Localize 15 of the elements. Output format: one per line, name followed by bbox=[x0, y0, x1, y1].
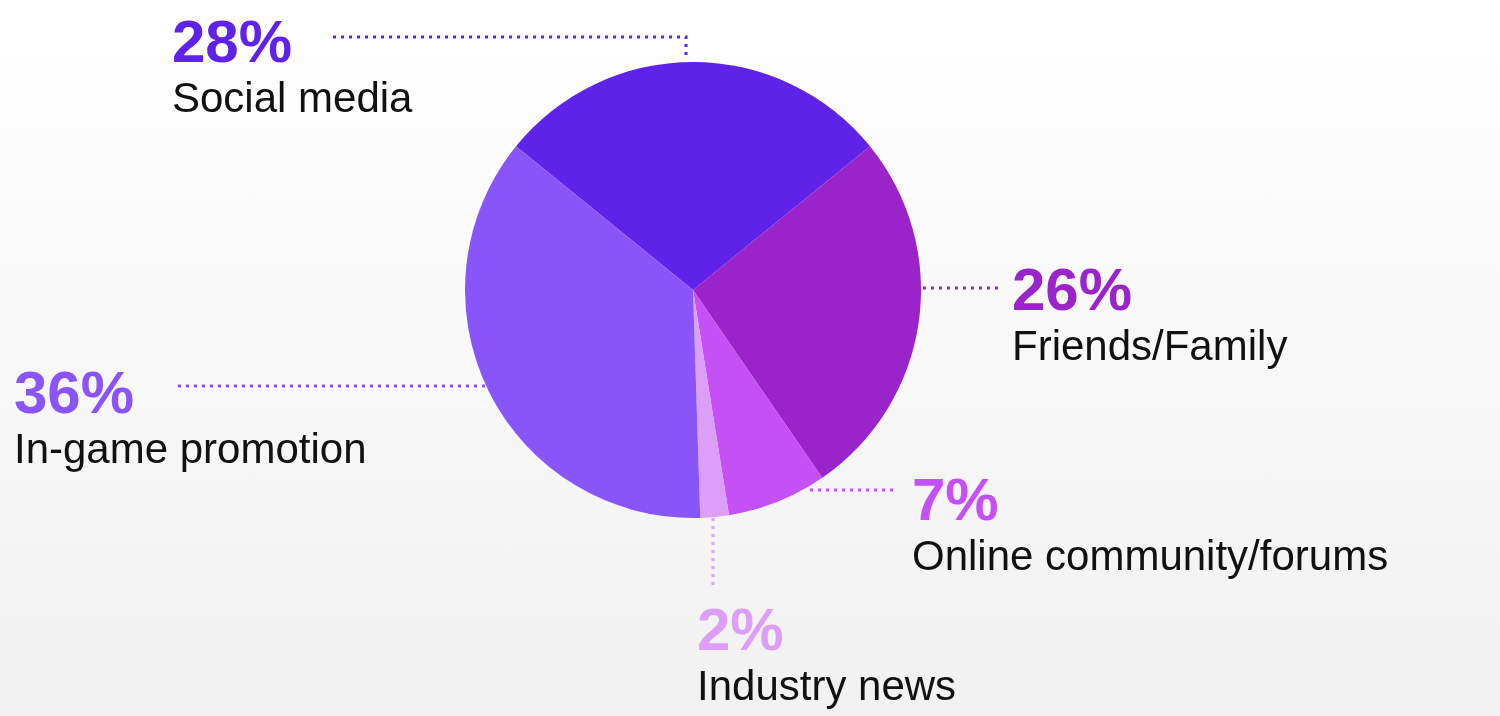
pie-slice bbox=[516, 62, 870, 290]
data-label: 36% bbox=[14, 359, 135, 426]
pie-slice bbox=[693, 290, 823, 516]
data-label: 28% bbox=[172, 8, 293, 75]
data-label: 7% bbox=[912, 466, 999, 533]
slice-label: Industry news bbox=[697, 662, 957, 709]
pie-slice bbox=[465, 146, 701, 518]
data-label: 2% bbox=[697, 596, 784, 663]
slice-label: Friends/Family bbox=[1012, 322, 1288, 369]
slice-label: Social media bbox=[172, 74, 414, 121]
pie-slice bbox=[693, 146, 921, 478]
slice-label: Online community/forums bbox=[912, 532, 1389, 579]
data-label: 26% bbox=[1012, 256, 1133, 323]
slice-label: In-game promotion bbox=[14, 425, 367, 472]
pie-slice bbox=[693, 290, 730, 518]
